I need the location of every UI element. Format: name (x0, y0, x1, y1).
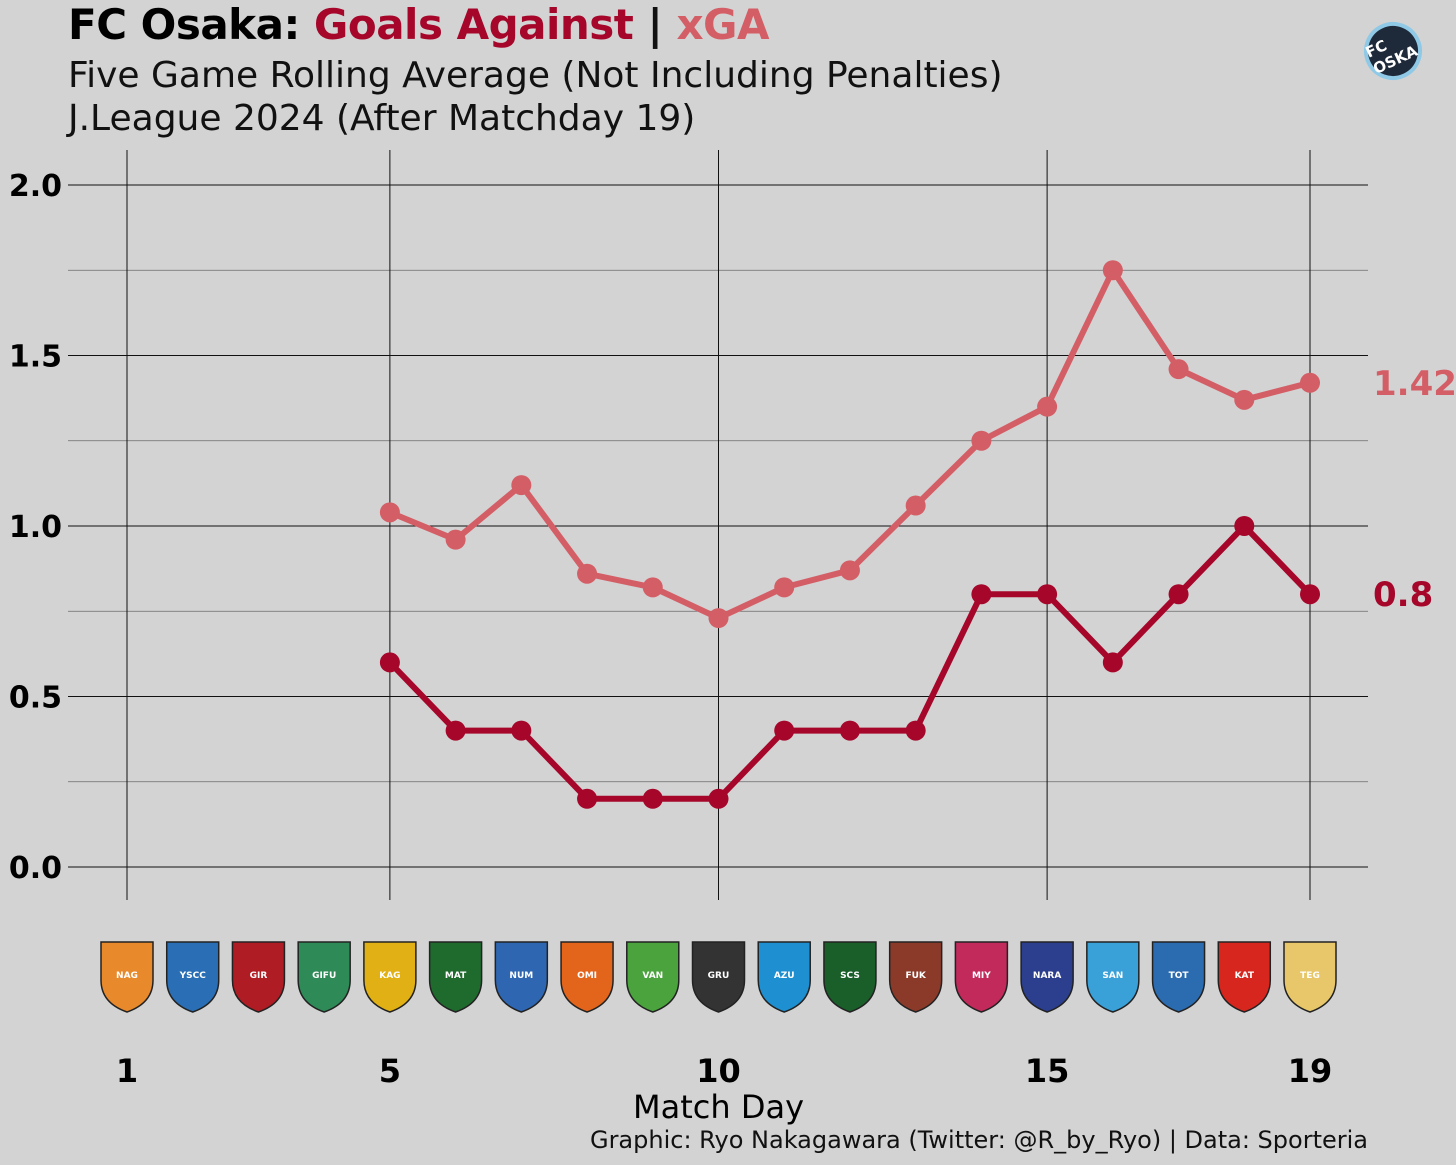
y-tick-label: 0.5 (9, 681, 62, 716)
opponent-crest-abbr: NUM (509, 971, 533, 981)
opponent-crest (1151, 941, 1206, 1013)
xga-point (511, 475, 532, 496)
opponent-crest (757, 941, 811, 1013)
xga-point (905, 495, 926, 516)
chart-subtitle-league: J.League 2024 (After Matchday 19) (68, 98, 696, 139)
opponent-crest-abbr: NARA (1033, 971, 1061, 981)
opponent-crest (494, 941, 549, 1013)
opponent-crest (165, 941, 220, 1013)
opponent-crest (954, 941, 1009, 1013)
goals-against-point (1234, 516, 1255, 536)
opponent-crest-abbr: KAG (379, 971, 400, 981)
opponent-crest-abbr: TOT (1169, 971, 1190, 981)
opponent-crest-abbr: GRU (708, 971, 730, 981)
xga-point (1300, 372, 1320, 393)
opponent-crest (823, 941, 877, 1013)
goals-against-point (577, 788, 598, 809)
opponent-crest (691, 941, 746, 1013)
opponent-crest-abbr: GIFU (312, 971, 336, 981)
xga-point (379, 502, 400, 523)
opponent-crest-abbr: SCS (840, 971, 860, 981)
opponent-crest-abbr: VAN (642, 971, 663, 981)
xga-point (839, 560, 860, 581)
goals-against-end-label: 0.8 (1373, 575, 1433, 615)
y-tick-label: 0.0 (9, 851, 62, 886)
opponent-crest-abbr: NAG (116, 971, 138, 981)
opponent-crest-abbr: MIY (972, 971, 991, 981)
goals-against-point (379, 652, 400, 673)
goals-against-point (1300, 584, 1320, 605)
xga-point (1234, 389, 1255, 410)
y-tick-label: 2.0 (9, 169, 62, 204)
xga-point (642, 577, 663, 598)
y-tick-label: 1.5 (9, 340, 62, 375)
xga-point (1168, 359, 1189, 380)
goals-against-point (839, 720, 860, 741)
opponent-crest-abbr: TEG (1300, 971, 1320, 981)
x-tick-label: 15 (1025, 1052, 1070, 1090)
xga-point (708, 608, 729, 629)
xga-point (1102, 260, 1123, 281)
x-tick-label: 10 (696, 1052, 741, 1090)
credit-text: Graphic: Ryo Nakagawara (Twitter: @R_by_… (589, 1126, 1368, 1154)
opponent-crest (626, 941, 680, 1013)
xga-point (445, 529, 466, 550)
x-tick-label: 1 (116, 1052, 138, 1090)
opponent-crest (1283, 941, 1337, 1013)
goals-against-point (511, 720, 532, 741)
xga-point (971, 430, 992, 451)
opponent-crest (231, 941, 286, 1013)
opponent-crest (100, 941, 154, 1013)
chart-title: FC Osaka: Goals Against | xGA (68, 0, 770, 49)
goals-against-point (708, 788, 729, 809)
opponent-crest-abbr: YSCC (179, 971, 207, 981)
title-separator: | (633, 0, 677, 49)
opponent-crest-abbr: FUK (905, 971, 926, 981)
opponent-crest (428, 941, 483, 1013)
opponent-crest-abbr: MAT (445, 971, 467, 981)
xga-end-label: 1.42 (1373, 364, 1456, 404)
goals-against-point (1168, 584, 1189, 605)
chart-subtitle: Five Game Rolling Average (Not Including… (68, 55, 1003, 96)
opponent-crest-abbr: GIR (250, 971, 268, 981)
xga-point (577, 563, 598, 584)
goals-against-point (774, 720, 795, 741)
x-axis-label: Match Day (633, 1088, 804, 1126)
opponent-crest-abbr: KAT (1235, 971, 1255, 981)
title-goals-against: Goals Against (313, 0, 634, 49)
goals-against-point (905, 720, 926, 741)
goals-against-point (971, 584, 992, 605)
x-tick-label: 5 (379, 1052, 401, 1090)
opponent-crest (363, 941, 417, 1013)
opponent-crest (1086, 941, 1140, 1013)
title-team: FC Osaka: (68, 0, 314, 49)
xga-point (774, 577, 795, 598)
opponent-crest (1020, 941, 1074, 1013)
opponent-crest (888, 941, 943, 1013)
opponent-crest (297, 941, 351, 1013)
opponent-crest-abbr: SAN (1102, 971, 1123, 981)
opponent-crest (560, 941, 614, 1013)
y-tick-label: 1.0 (9, 510, 62, 545)
opponent-crest-abbr: OMI (577, 971, 597, 981)
goals-against-point (445, 720, 466, 741)
opponent-crest (1217, 941, 1272, 1013)
goals-against-point (1102, 652, 1123, 673)
x-tick-label: 19 (1288, 1052, 1333, 1090)
opponent-crest-abbr: AZU (774, 971, 795, 981)
goals-against-point (1037, 584, 1058, 605)
title-xga: xGA (676, 0, 770, 49)
goals-against-point (642, 788, 663, 809)
xga-point (1037, 396, 1058, 417)
